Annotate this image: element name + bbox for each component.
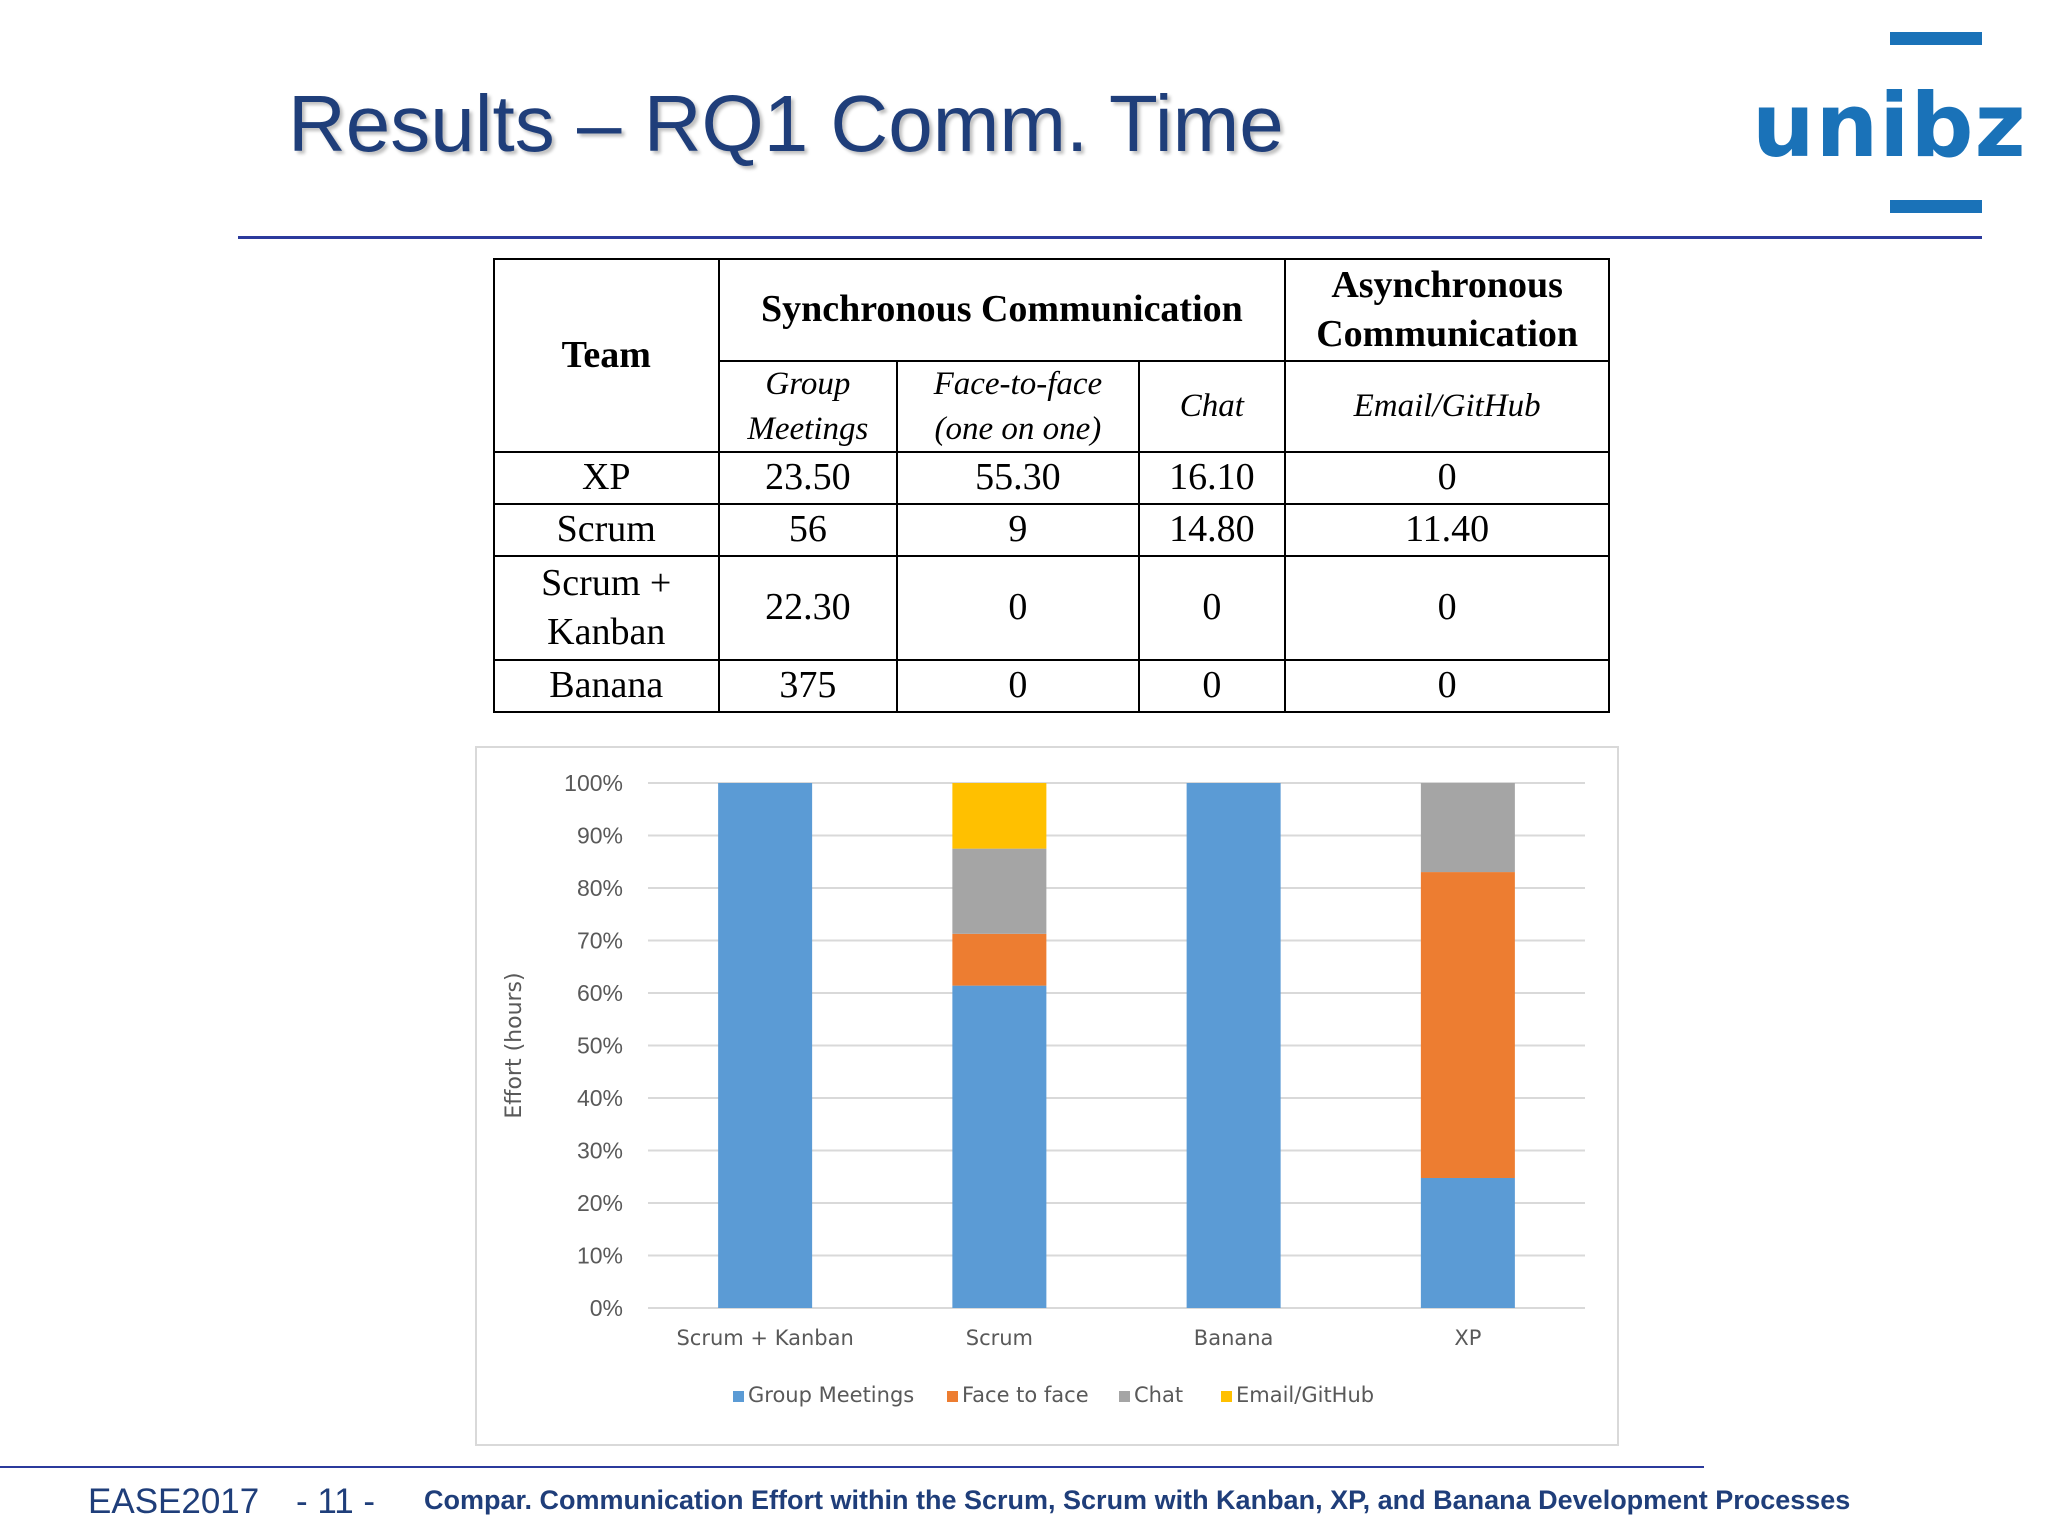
table-row: XP 23.50 55.30 16.10 0 (493, 451, 1610, 506)
chat-cell: 14.80 (1137, 503, 1287, 558)
bar-segment (952, 933, 1047, 986)
group-meetings-header: Group Meetings (717, 359, 899, 454)
sync-header: Synchronous Communication (717, 258, 1287, 362)
logo-bar-top (1890, 32, 1982, 45)
footer-conference: EASE2017 (88, 1482, 260, 1521)
logo-bar-bottom (1890, 200, 1982, 213)
team-cell: Banana (493, 659, 720, 714)
y-tick-label: 20% (577, 1190, 623, 1216)
chat-cell: 16.10 (1137, 451, 1287, 506)
team-line2: Kanban (547, 611, 666, 654)
async-header-line2: Communication (1316, 313, 1579, 355)
footer-caption: Compar. Communication Effort within the … (424, 1485, 1851, 1515)
y-tick-label: 80% (577, 875, 623, 901)
table-row: Scrum + Kanban 22.30 0 0 0 (493, 555, 1610, 662)
stacked-bar-chart: 0% 10% 20% 30% 40% 50% 60% 70% 80% 90% 100% Scrum +… (502, 770, 1585, 1407)
async-header: Asynchronous Communication (1284, 258, 1610, 362)
team-cell: Scrum + Kanban (493, 555, 720, 662)
unibz-logo: unibz (1752, 30, 2026, 216)
team-header: Team (493, 257, 720, 454)
team-line1: Scrum + (541, 561, 672, 604)
email-github-header: Email/GitHub (1284, 359, 1610, 454)
face-cell: 9 (896, 503, 1140, 558)
table-header-row: Team Synchronous Communication Asynchron… (493, 257, 1610, 454)
email-cell: 11.40 (1284, 503, 1610, 558)
legend-label: Face to face (962, 1383, 1089, 1407)
bar-segment (952, 783, 1047, 849)
legend-label: Email/GitHub (1236, 1383, 1374, 1407)
slide-title: Results – RQ1 Comm. Time (288, 79, 1284, 168)
face-cell: 0 (896, 659, 1140, 714)
bar-segment (952, 848, 1047, 934)
face-header-line2: (one on one) (934, 410, 1102, 447)
results-table: Team Synchronous Communication Asynchron… (493, 257, 1610, 714)
legend-label: Group Meetings (748, 1383, 914, 1407)
footer-page-number: - 11 - (296, 1482, 376, 1521)
y-tick-label: 10% (577, 1243, 623, 1269)
group-header-line1: Group (765, 366, 851, 402)
y-tick-label: 90% (577, 823, 623, 849)
group-cell: 23.50 (717, 451, 899, 506)
chat-header: Chat (1137, 359, 1287, 454)
table-subheader-row: Group Meetings Face-to-face (one on one)… (494, 359, 1610, 454)
y-tick-label: 40% (577, 1085, 623, 1111)
face-cell: 0 (896, 555, 1140, 662)
group-cell: 56 (717, 503, 899, 558)
chat-cell: 0 (1137, 555, 1287, 662)
x-tick-label: Banana (1194, 1326, 1274, 1350)
team-cell: XP (493, 451, 720, 506)
x-tick-label: Scrum (966, 1326, 1033, 1350)
email-cell: 0 (1284, 555, 1610, 662)
legend-swatch (733, 1391, 744, 1402)
legend-swatch (947, 1391, 958, 1402)
chat-cell: 0 (1137, 659, 1287, 714)
y-tick-label: 60% (577, 980, 623, 1006)
y-tick-label: 0% (590, 1295, 623, 1321)
face-to-face-header: Face-to-face (one on one) (896, 359, 1140, 454)
footer-divider (0, 1466, 1704, 1468)
legend-swatch (1119, 1391, 1130, 1402)
bar-segment (1186, 783, 1281, 1308)
x-tick-label: XP (1454, 1326, 1481, 1350)
face-header-line1: Face-to-face (933, 366, 1103, 402)
group-header-line2: Meetings (747, 410, 869, 447)
legend-label: Chat (1134, 1383, 1183, 1407)
table-row: Scrum 56 9 14.80 11.40 (493, 503, 1610, 558)
group-cell: 22.30 (717, 555, 899, 662)
x-tick-label: Scrum + Kanban (676, 1326, 853, 1350)
bar-segment (718, 783, 813, 1308)
legend-swatch (1221, 1391, 1232, 1402)
bar-segment (952, 985, 1047, 1308)
logo-wordmark: unibz (1752, 74, 2027, 177)
email-cell: 0 (1284, 451, 1610, 506)
y-tick-label: 100% (564, 770, 623, 796)
async-header-line1: Asynchronous (1331, 263, 1563, 306)
table-row: Banana 375 0 0 0 (493, 659, 1610, 714)
title-divider (238, 236, 1982, 239)
group-cell: 375 (717, 659, 899, 714)
y-tick-label: 70% (577, 928, 623, 954)
y-tick-label: 50% (577, 1033, 623, 1059)
chart-frame: 0% 10% 20% 30% 40% 50% 60% 70% 80% 90% 100% Scrum +… (475, 746, 1619, 1446)
email-cell: 0 (1284, 659, 1610, 714)
team-cell: Scrum (493, 503, 720, 558)
bar-segment (1420, 872, 1515, 1178)
bar-segment (1420, 783, 1515, 873)
bar-segment (1420, 1177, 1515, 1308)
y-axis-label: Effort (hours) (502, 972, 527, 1118)
face-cell: 55.30 (896, 451, 1140, 506)
y-tick-label: 30% (577, 1138, 623, 1164)
